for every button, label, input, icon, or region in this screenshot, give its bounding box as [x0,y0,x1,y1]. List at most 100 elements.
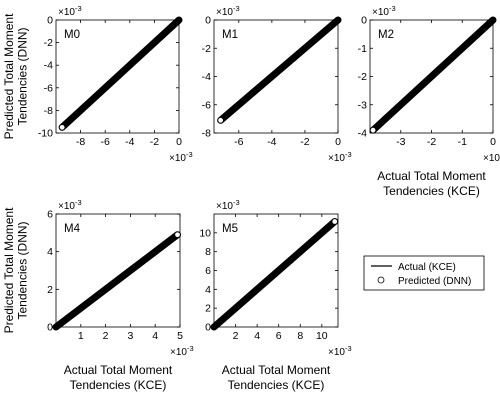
y-tick-label: -6 [202,99,211,111]
predicted-point [132,56,140,63]
predicted-point [431,70,438,77]
predicted-point [270,71,277,79]
y-tick-label: 10 [199,227,211,239]
x-tick-label: 10 [316,330,328,342]
x-tick-label: -2 [300,136,309,148]
predicted-point [145,45,152,52]
x-tick-label: -4 [125,136,134,148]
predicted-point [326,223,333,230]
y-axis-label: Predicted Total Moment Tendencies (DNN) [2,13,30,140]
y-tick-label: -8 [202,128,211,140]
y-tick-label: 6 [205,265,211,277]
y-exponent-label: ×10-3 [58,4,82,18]
predicted-point [323,26,330,34]
y-tick-label: 0 [47,322,53,334]
predicted-point [257,83,264,90]
y-tick-label: -6 [44,82,53,94]
x-tick-label: 4 [254,330,260,342]
x-tick-label: -1 [458,136,467,148]
x-tick-label: -8 [76,136,85,148]
panel-label: M4 [64,223,81,235]
predicted-point [95,90,103,97]
y-tick-label: 0 [47,15,53,27]
legend-actual-label: Actual (KCE) [398,262,456,273]
predicted-point [468,36,475,43]
predicted-point [283,60,290,67]
x-tick-label: 0 [490,136,496,148]
x-tick-label: -2 [150,136,159,148]
predicted-point-end [58,124,66,131]
predicted-point [77,305,84,312]
predicted-point [157,33,164,41]
predicted-point [108,281,115,288]
x-exponent-label: ×10-3 [169,150,193,164]
predicted-point [114,73,121,80]
actual-series-line [61,19,180,128]
predicted-point [329,21,337,28]
x-axis-label-line: Actual Total Moment [64,363,173,377]
predicted-point [77,107,84,114]
panel-label: M1 [222,29,238,41]
y-tick-label: 4 [47,246,53,258]
predicted-point [224,111,231,118]
predicted-point [236,301,244,308]
y-tick-label: 2 [205,303,211,315]
predicted-point [114,276,122,284]
panel-label: M0 [64,29,80,41]
y-tick-label: 8 [205,246,211,258]
predicted-point [474,30,481,38]
predicted-point [59,319,66,326]
legend-predicted-label: Predicted (DNN) [398,276,471,287]
predicted-point [71,112,78,120]
predicted-point [175,16,183,24]
predicted-point [443,59,451,66]
predicted-point [217,318,224,325]
legend-marker-sample [377,276,385,284]
predicted-point [314,233,321,240]
y-tick-label: 0 [361,15,367,27]
x-tick-label: 0 [176,136,182,148]
y-tick-label: -3 [358,99,367,111]
predicted-point [282,261,289,269]
x-tick-label: 1 [78,330,84,342]
y-tick-label: -4 [358,128,367,140]
y-tick-label: 2 [47,284,53,296]
y-tick-label: -8 [44,105,53,117]
x-exponent-label: ×10-3 [483,150,500,164]
predicted-point [96,290,103,298]
predicted-point [256,284,263,291]
predicted-point [151,39,158,46]
predicted-point [382,115,389,123]
x-tick-label: -6 [101,136,110,148]
predicted-point [169,22,177,29]
predicted-point [83,300,91,307]
y-tick-label: -10 [38,128,53,140]
predicted-point [489,16,497,24]
x-exponent-label: ×10-3 [328,344,352,358]
predicted-point [307,239,315,246]
predicted-point [288,256,295,263]
predicted-point [210,323,218,331]
predicted-point-end [174,231,181,238]
predicted-point [120,67,127,74]
predicted-point [71,309,78,317]
y-axis-label-line: Tendencies (DNN) [16,27,30,125]
predicted-point [406,93,414,100]
predicted-point [388,110,395,117]
predicted-point [263,77,271,84]
panel-m4: 1 2 3 4 5 0 2 4 6 ×10-3 ×10-3 M4 Predicted Total Mom… [2,198,194,392]
panel-label: M2 [378,29,394,41]
predicted-point [419,81,426,89]
predicted-point [133,262,140,269]
axes-box [55,213,181,328]
y-exponent-label: ×10-3 [216,198,240,212]
predicted-point [121,272,128,279]
predicted-point [449,53,457,60]
predicted-point [303,43,310,50]
y-tick-label: -4 [202,71,211,83]
predicted-point [316,32,323,39]
predicted-point [400,98,407,106]
predicted-point [296,49,304,56]
predicted-point [127,267,134,274]
